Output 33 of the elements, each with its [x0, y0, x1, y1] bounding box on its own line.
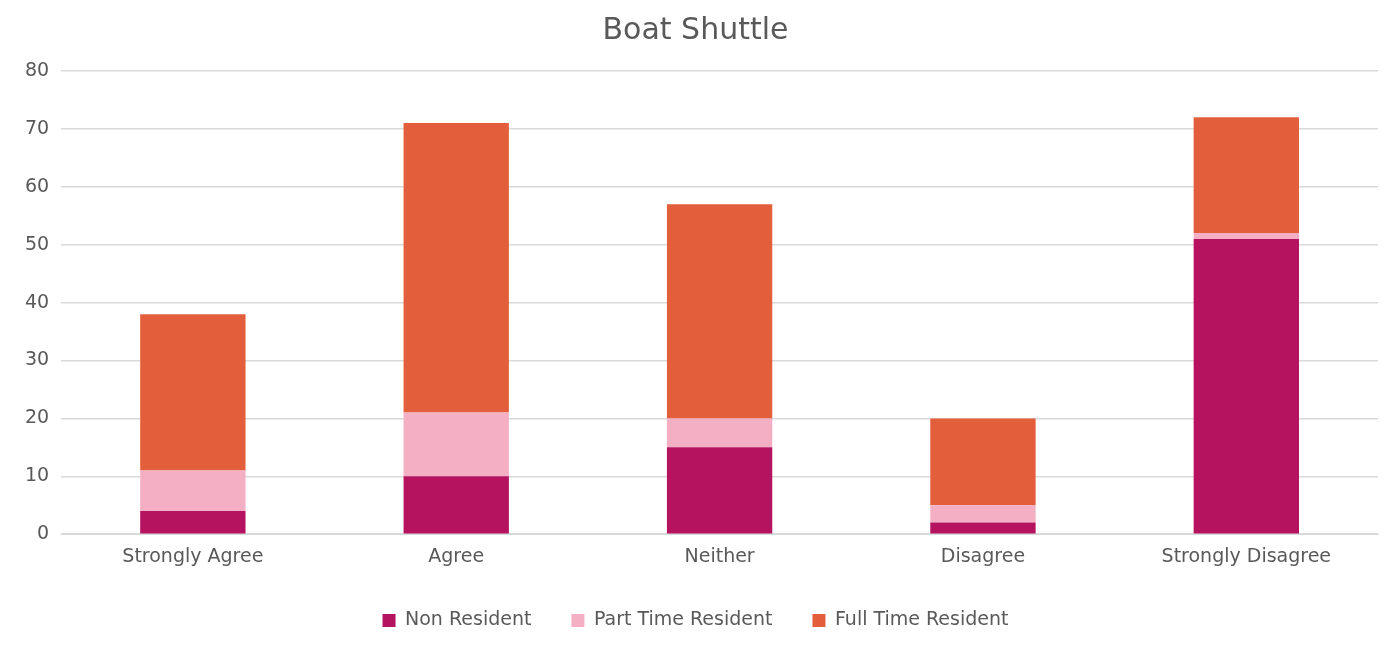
bar [666, 204, 773, 419]
y-tick-label: 80 [24, 57, 50, 80]
y-tick-label: 0 [37, 521, 50, 544]
x-tick-label: Disagree [940, 543, 1026, 566]
y-tick-label: 70 [24, 115, 50, 138]
x-tick-label: Strongly Agree [122, 543, 264, 566]
bar [403, 412, 509, 477]
y-tick-label: 50 [24, 231, 50, 254]
legend-label: Part Time Resident [593, 607, 773, 630]
bar [666, 447, 773, 534]
y-tick-label: 60 [24, 173, 50, 196]
bar [403, 476, 509, 534]
bar [403, 123, 509, 413]
bar [1193, 117, 1299, 234]
x-tick-label: Neither [684, 543, 755, 566]
y-tick-label: 30 [24, 347, 50, 370]
y-tick-label: 10 [24, 463, 50, 486]
chart-title: Boat Shuttle [602, 10, 789, 46]
bar [930, 522, 1036, 534]
x-tick-label: Agree [428, 543, 485, 566]
bar [666, 418, 773, 448]
bar [140, 511, 246, 534]
x-tick-label: Strongly Disagree [1161, 543, 1332, 566]
y-tick-label: 20 [24, 405, 50, 428]
bar [1193, 238, 1299, 534]
bar [930, 505, 1036, 523]
bar [140, 314, 246, 471]
bar [930, 418, 1036, 506]
bar [140, 470, 246, 512]
legend-label: Non Resident [405, 607, 532, 630]
legend-label: Full Time Resident [834, 607, 1009, 630]
bar [1193, 233, 1299, 239]
y-tick-label: 40 [24, 289, 50, 312]
